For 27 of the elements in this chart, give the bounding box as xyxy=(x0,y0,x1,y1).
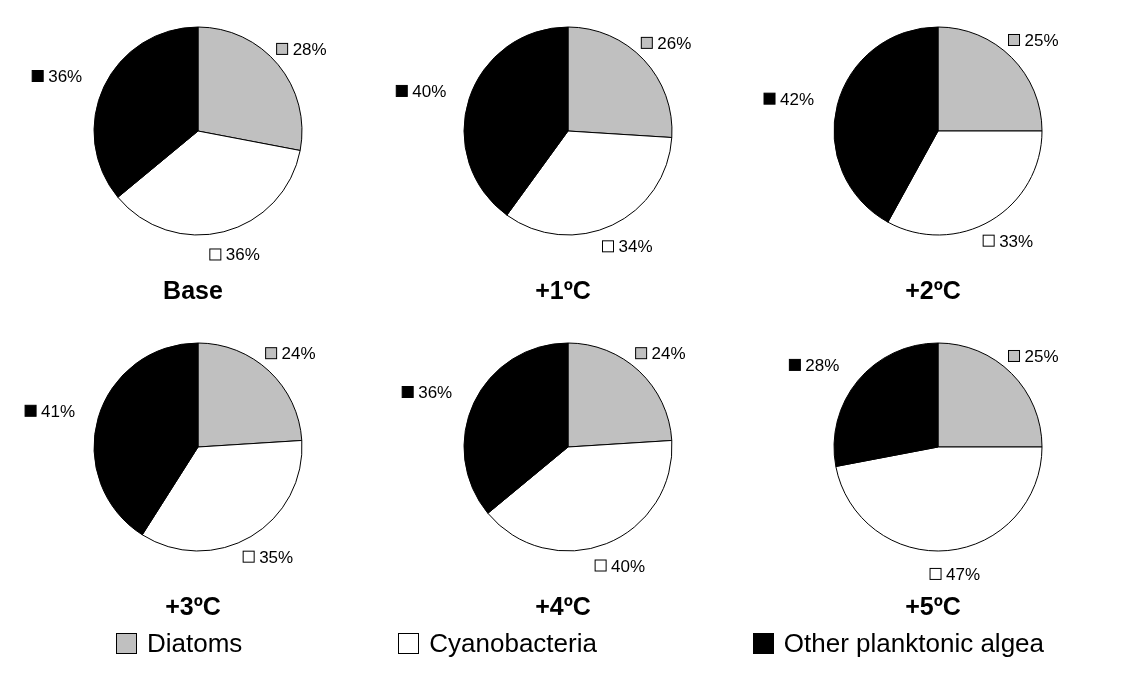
data-label: 42% xyxy=(780,89,815,109)
data-label: 40% xyxy=(412,81,447,101)
text: +5ºC xyxy=(904,592,962,621)
data-label: 24% xyxy=(281,344,316,364)
data-label: 36% xyxy=(225,245,260,265)
legend-label: Other planktonic algea xyxy=(783,628,1045,659)
data-label: 28% xyxy=(805,355,840,375)
data-label: 35% xyxy=(259,547,294,567)
data-label: 36% xyxy=(48,67,83,86)
data-label: 24% xyxy=(651,344,686,364)
text: Base xyxy=(162,276,224,305)
data-label: 26% xyxy=(657,33,692,53)
data-label: 34% xyxy=(618,237,653,257)
legend-label: Cyanobacteria xyxy=(429,628,597,659)
data-label: 28% xyxy=(292,39,327,59)
text: +2ºC xyxy=(904,276,962,305)
data-label: 25% xyxy=(1024,346,1059,366)
data-label: 33% xyxy=(999,231,1034,251)
text: +4ºC xyxy=(534,592,592,621)
data-label: 25% xyxy=(1024,30,1059,50)
text: +3ºC xyxy=(164,592,222,621)
data-label: 40% xyxy=(611,556,646,576)
text: +1ºC xyxy=(534,276,592,305)
data-label: 47% xyxy=(946,564,981,584)
data-label: 41% xyxy=(41,401,76,421)
legend-label: Diatoms xyxy=(146,628,243,659)
data-label: 36% xyxy=(418,383,453,402)
